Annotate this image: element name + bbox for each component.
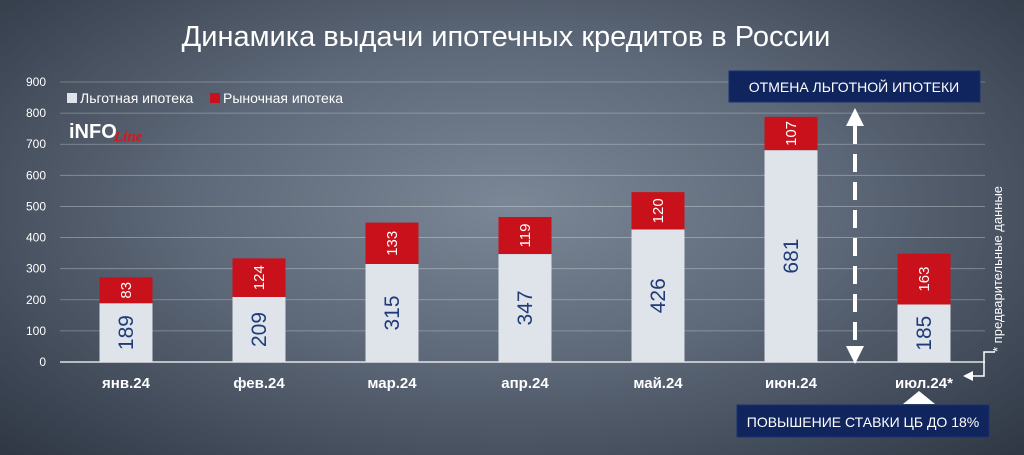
- x-tick-label: май.24: [633, 375, 683, 392]
- annotation-top: ОТМЕНА ЛЬГОТНОЙ ИПОТЕКИ: [728, 70, 981, 103]
- data-label: 133: [384, 231, 401, 256]
- infoline-logo: iNFO Line: [69, 121, 143, 145]
- data-label: 120: [650, 198, 667, 223]
- x-tick-label: фев.24: [233, 375, 285, 392]
- double-arrow: [846, 108, 864, 364]
- bar-rynochnaya: [631, 192, 685, 230]
- annotation-bottom: ПОВЫШЕНИЕ СТАВКИ ЦБ ДО 18%: [736, 391, 990, 438]
- data-label: 119: [517, 224, 534, 248]
- y-tick-label: 200: [26, 293, 46, 307]
- data-label: 83: [118, 282, 135, 299]
- bar-lgotnaya: [232, 296, 286, 362]
- legend-label-rynochnaya: Рыночная ипотека: [223, 90, 343, 106]
- y-tick-label: 400: [26, 231, 46, 245]
- legend: Льготная ипотека Рыночная ипотека: [67, 90, 343, 106]
- y-tick-label: 0: [39, 355, 46, 369]
- arrow-up-bottom-icon: [903, 391, 935, 404]
- data-label: 185: [913, 316, 936, 351]
- x-tick-label: апр.24: [501, 375, 549, 392]
- y-tick-label: 100: [26, 324, 46, 338]
- bar-rynochnaya: [498, 217, 552, 255]
- logo-info-text: iNFO: [69, 121, 117, 143]
- y-tick-label: 300: [26, 262, 46, 276]
- data-label: 681: [780, 239, 803, 274]
- data-label: 124: [251, 265, 268, 290]
- data-label: 107: [783, 121, 800, 146]
- bar-lgotnaya: [764, 150, 818, 362]
- x-tick-label: мар.24: [367, 375, 417, 392]
- bars: 189 83 209 124 315 133 347 119 426 120 681 107 185 16…: [99, 116, 951, 362]
- bar-lgotnaya: [498, 254, 552, 362]
- x-axis: янв.24 фев.24 мар.24 апр.24 май.24 июн.24 июл.…: [102, 375, 953, 392]
- y-tick-label: 700: [26, 137, 46, 151]
- data-label: 163: [916, 267, 933, 292]
- annotation-top-box: [728, 70, 981, 103]
- logo-line-text: Line: [113, 129, 143, 145]
- data-label: 315: [381, 295, 404, 330]
- chart-title: Динамика выдачи ипотечных кредитов в Рос…: [182, 21, 831, 53]
- footnote-bracket: [972, 351, 995, 377]
- footnote: * предварительные данные: [963, 186, 1005, 381]
- bar-rynochnaya: [764, 116, 818, 151]
- annotation-top-text: ОТМЕНА ЛЬГОТНОЙ ИПОТЕКИ: [749, 78, 959, 95]
- y-axis: 0 100 200 300 400 500 600 700 800 900: [26, 75, 46, 369]
- bar-rynochnaya: [897, 253, 951, 305]
- bar-rynochnaya: [365, 222, 419, 264]
- footnote-arrow-icon: [963, 371, 973, 381]
- legend-label-lgotnaya: Льготная ипотека: [80, 90, 194, 106]
- y-tick-label: 600: [26, 168, 46, 182]
- data-label: 426: [647, 278, 670, 313]
- bar-lgotnaya: [897, 304, 951, 362]
- y-tick-label: 500: [26, 199, 46, 213]
- x-tick-label: янв.24: [102, 375, 151, 392]
- x-tick-label: июн.24: [765, 375, 818, 392]
- bar-lgotnaya: [365, 264, 419, 362]
- legend-swatch-rynochnaya: [210, 93, 220, 103]
- bar-rynochnaya: [232, 258, 286, 297]
- bar-lgotnaya: [99, 303, 153, 362]
- annotation-bottom-box: [736, 404, 990, 438]
- data-label: 347: [514, 290, 537, 325]
- data-label: 209: [248, 312, 271, 347]
- arrow-up-icon: [846, 108, 864, 126]
- x-tick-label: июл.24*: [895, 375, 953, 392]
- footnote-text: * предварительные данные: [990, 186, 1005, 352]
- y-tick-label: 900: [26, 75, 46, 89]
- annotation-bottom-text: ПОВЫШЕНИЕ СТАВКИ ЦБ ДО 18%: [747, 414, 979, 430]
- bar-lgotnaya: [631, 229, 685, 362]
- y-tick-label: 800: [26, 106, 46, 120]
- arrow-down-icon: [846, 346, 864, 364]
- legend-swatch-lgotnaya: [67, 93, 77, 103]
- bar-rynochnaya: [99, 277, 153, 304]
- data-label: 189: [115, 315, 138, 350]
